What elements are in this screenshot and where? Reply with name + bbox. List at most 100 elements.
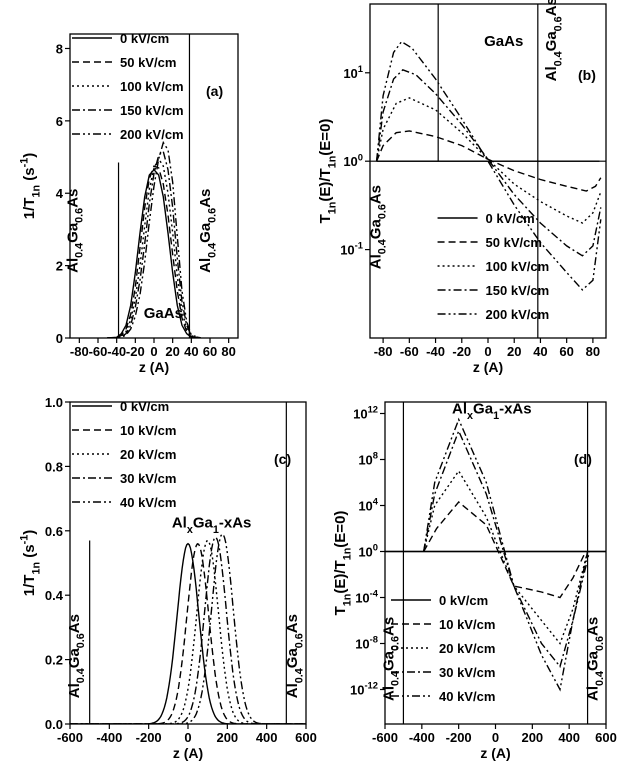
- series-line-1: [70, 542, 306, 724]
- x-tick-label: -400: [96, 730, 122, 745]
- plot-frame: [384, 401, 607, 725]
- x-tick-label: 40: [533, 344, 547, 359]
- series-line-3: [70, 539, 306, 724]
- y-tick-label: 4: [56, 186, 64, 201]
- legend-label: 40 kV/cm: [439, 689, 495, 704]
- legend-label: 200 kV/cm: [486, 307, 550, 322]
- x-tick-label: -400: [409, 730, 435, 745]
- series-line-4: [70, 536, 306, 724]
- x-tick-label: -60: [89, 344, 108, 359]
- y-tick-label: 104: [358, 496, 378, 514]
- legend-label: 20 kV/cm: [439, 641, 495, 656]
- x-tick-label: -40: [107, 344, 126, 359]
- x-tick-label: 20: [165, 344, 179, 359]
- y-tick-label: 100: [343, 151, 363, 169]
- x-tick-label: 60: [203, 344, 217, 359]
- series-line-5: [423, 417, 591, 692]
- x-tick-label: 20: [507, 344, 521, 359]
- x-tick-label: -200: [446, 730, 472, 745]
- x-tick-label: 600: [595, 730, 617, 745]
- x-tick-label: 60: [559, 344, 573, 359]
- y-tick-label: 2: [56, 259, 63, 274]
- x-tick-label: 40: [184, 344, 198, 359]
- x-axis-label: z (A): [473, 359, 503, 375]
- region-label: Al0.4Ga0.6As: [585, 617, 606, 701]
- legend-label: 0 kV/cm: [120, 399, 169, 414]
- panel-label: (d): [574, 451, 592, 467]
- legend-label: 50 kV/cm: [120, 55, 176, 70]
- series-line-5: [70, 533, 306, 724]
- legend-label: 0 kV/cm: [486, 211, 535, 226]
- x-tick-label: -80: [70, 344, 89, 359]
- legend-label: 30 kV/cm: [439, 665, 495, 680]
- series-line-2: [107, 165, 201, 338]
- chart-panel-1: -80 -60 -40 -20 0 20 40 60 80 0 2 4 6 8 z (A) 1/T1n (s-…: [18, 31, 239, 375]
- y-tick-label: 0.2: [45, 653, 63, 668]
- legend-label: 50 kV/cm: [486, 235, 542, 250]
- y-tick-label: 100: [358, 542, 378, 560]
- series-line-3: [107, 157, 201, 338]
- series-line-4: [423, 429, 589, 668]
- region-label: Al0.4Ga0.6As: [64, 189, 85, 273]
- y-axis-label: T1n(E)/T1n(E=0): [317, 119, 338, 224]
- legend-label: 150 kV/cm: [120, 103, 184, 118]
- y-tick-label: 0: [56, 331, 63, 346]
- series-line-2: [70, 542, 306, 724]
- panel-label: (c): [274, 451, 291, 467]
- x-tick-label: 0: [184, 730, 191, 745]
- x-tick-label: -20: [452, 344, 471, 359]
- chart-panel-4: -600 -400 -200 0 200 400 600 10-12 10-8 10-4 100 10…: [332, 401, 617, 762]
- series-line-3: [423, 469, 589, 645]
- series-line-2: [423, 501, 587, 599]
- legend-label: 30 kV/cm: [120, 471, 176, 486]
- region-label: AlxGa1-xAs: [172, 515, 252, 536]
- y-tick-label: 6: [56, 114, 63, 129]
- x-tick-label: -80: [374, 344, 393, 359]
- x-tick-label: 0: [150, 344, 157, 359]
- panel-label: (a): [206, 83, 223, 99]
- x-tick-label: 80: [221, 344, 235, 359]
- chart-panel-3: -600 -400 -200 0 200 400 600 0.0 0.2 0.4 0.6 0.8 1.0…: [18, 395, 317, 761]
- x-tick-label: 400: [558, 730, 580, 745]
- legend-label: 10 kV/cm: [439, 617, 495, 632]
- x-tick-label: 600: [295, 730, 317, 745]
- plot-frame: [69, 401, 307, 725]
- legend-label: 0 kV/cm: [120, 31, 169, 46]
- x-tick-label: -40: [426, 344, 445, 359]
- x-tick-label: -200: [136, 730, 162, 745]
- legend-label: 20 kV/cm: [120, 447, 176, 462]
- legend-label: 200 kV/cm: [120, 127, 184, 142]
- y-tick-label: 0.6: [45, 524, 63, 539]
- series-line-3: [375, 97, 602, 224]
- y-tick-label: 8: [56, 41, 63, 56]
- x-axis-label: z (A): [173, 745, 203, 761]
- legend-label: 100 kV/cm: [486, 259, 550, 274]
- x-axis-label: z (A): [480, 745, 510, 761]
- region-label: Al0.4Ga0.6As: [543, 0, 564, 81]
- y-tick-label: 108: [358, 450, 378, 468]
- x-tick-label: -600: [57, 730, 83, 745]
- y-axis-label: 1/T1n (s-1): [18, 530, 42, 596]
- y-tick-label: 1.0: [45, 395, 63, 410]
- region-label: Al0.4Ga0.6As: [66, 614, 87, 698]
- y-tick-label: 10-4: [355, 588, 379, 606]
- x-tick-label: -600: [372, 730, 398, 745]
- x-tick-label: 400: [256, 730, 278, 745]
- x-tick-label: 200: [521, 730, 543, 745]
- x-tick-label: 200: [216, 730, 238, 745]
- series-line-4: [375, 68, 602, 257]
- region-label: GaAs: [144, 305, 183, 322]
- series-line-5: [107, 140, 201, 338]
- y-tick-label: 101: [343, 63, 363, 81]
- legend-label: 0 kV/cm: [439, 593, 488, 608]
- chart-panel-2: -80 -60 -40 -20 0 20 40 60 80 10-1 100 101 z (A) T1n(…: [317, 0, 607, 375]
- x-axis-label: z (A): [139, 359, 169, 375]
- y-tick-label: 10-8: [355, 634, 378, 652]
- y-axis-label: 1/T1n (s-1): [18, 153, 42, 219]
- x-tick-label: -20: [126, 344, 145, 359]
- x-tick-label: -60: [400, 344, 419, 359]
- region-label: Al0.4Ga0.6As: [284, 614, 305, 698]
- series-line-5: [375, 40, 602, 291]
- legend-label: 40 kV/cm: [120, 495, 176, 510]
